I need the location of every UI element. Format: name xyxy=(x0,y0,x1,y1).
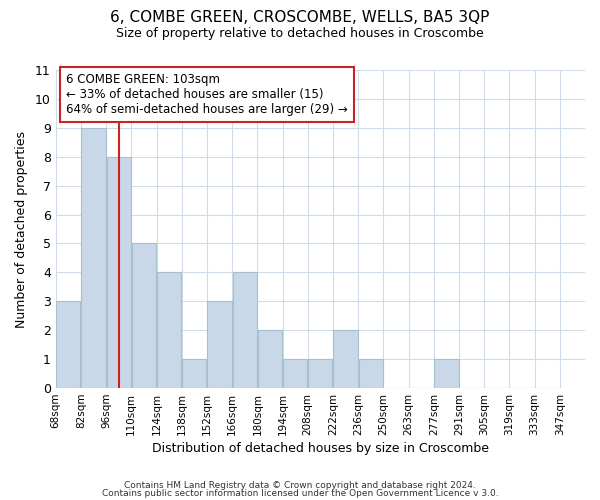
Text: 6 COMBE GREEN: 103sqm
← 33% of detached houses are smaller (15)
64% of semi-deta: 6 COMBE GREEN: 103sqm ← 33% of detached … xyxy=(66,73,348,116)
Bar xyxy=(308,359,332,388)
Bar xyxy=(434,359,458,388)
Bar xyxy=(56,302,80,388)
Bar xyxy=(132,244,156,388)
X-axis label: Distribution of detached houses by size in Croscombe: Distribution of detached houses by size … xyxy=(152,442,489,455)
Bar xyxy=(182,359,206,388)
Bar xyxy=(359,359,383,388)
Bar xyxy=(157,272,181,388)
Text: Contains public sector information licensed under the Open Government Licence v : Contains public sector information licen… xyxy=(101,488,499,498)
Bar xyxy=(334,330,358,388)
Bar xyxy=(208,302,232,388)
Bar xyxy=(107,156,131,388)
Y-axis label: Number of detached properties: Number of detached properties xyxy=(15,130,28,328)
Bar xyxy=(82,128,106,388)
Bar xyxy=(233,272,257,388)
Text: Contains HM Land Registry data © Crown copyright and database right 2024.: Contains HM Land Registry data © Crown c… xyxy=(124,481,476,490)
Text: Size of property relative to detached houses in Croscombe: Size of property relative to detached ho… xyxy=(116,28,484,40)
Text: 6, COMBE GREEN, CROSCOMBE, WELLS, BA5 3QP: 6, COMBE GREEN, CROSCOMBE, WELLS, BA5 3Q… xyxy=(110,10,490,25)
Bar xyxy=(258,330,282,388)
Bar xyxy=(283,359,307,388)
